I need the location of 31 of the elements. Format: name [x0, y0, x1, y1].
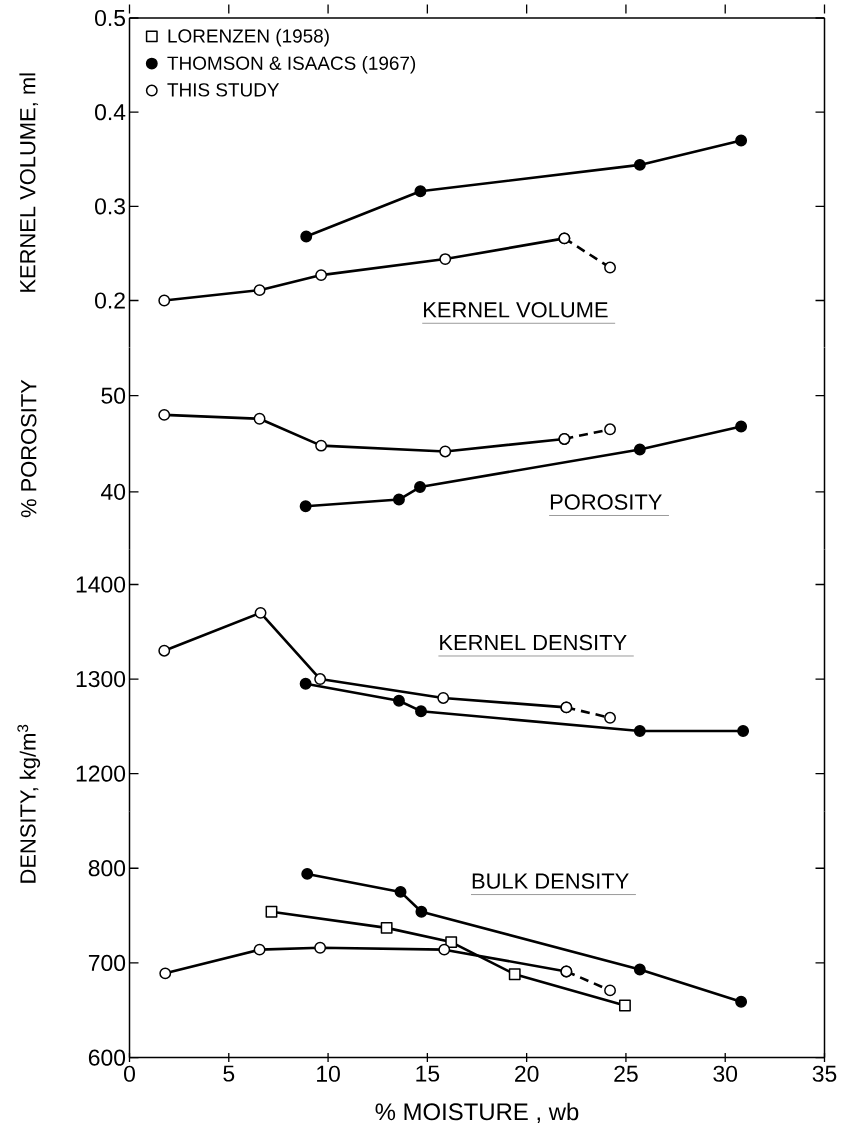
text: KERNEL VOLUME — [424, 302, 608, 318]
y-tick-label: 0.3 — [95, 198, 125, 215]
y-tick-label: 0.4 — [95, 104, 126, 121]
x-axis-title: % MOISTURE , wb — [375, 1102, 579, 1124]
x-tick-label: 15 — [416, 1065, 440, 1082]
y-tick-label: 700 — [88, 954, 126, 972]
y-axis-title: % POROSITY — [20, 379, 37, 518]
x-tick-label: 30 — [713, 1065, 738, 1082]
x-tick-label: 20 — [515, 1065, 539, 1082]
y-tick-label: 1200 — [76, 765, 126, 782]
text: BULK DENSITY — [472, 873, 629, 889]
text: KERNEL DENSITY — [440, 634, 627, 651]
y-tick-label: 40 — [101, 483, 126, 500]
y-axis-title: KERNEL VOLUME, ml — [19, 73, 39, 292]
x-tick-label: 35 — [812, 1065, 837, 1082]
y-tick-label: 1300 — [76, 670, 126, 688]
y-axis-title: DENSITY, kg/m$^{3}$ — [17, 724, 41, 883]
legend-label: THOMSON & ISAACS (1967) — [167, 55, 416, 74]
y-tick-label: 600 — [88, 1049, 126, 1066]
y-tick-label: 0.2 — [95, 292, 125, 309]
legend-label: THIS STUDY — [167, 83, 280, 97]
y-tick-label: 0.5 — [95, 9, 126, 27]
y-tick-label: 1400 — [76, 576, 126, 593]
text: POROSITY — [550, 494, 662, 510]
legend-label: LORENZEN (1958) — [168, 28, 329, 47]
x-tick-label: 25 — [614, 1065, 638, 1082]
y-tick-label: 50 — [101, 387, 126, 404]
x-tick-label: 10 — [317, 1065, 340, 1082]
x-tick-label: 5 — [223, 1065, 235, 1082]
y-tick-label: 800 — [88, 860, 126, 877]
x-tick-label: 0 — [124, 1065, 135, 1082]
